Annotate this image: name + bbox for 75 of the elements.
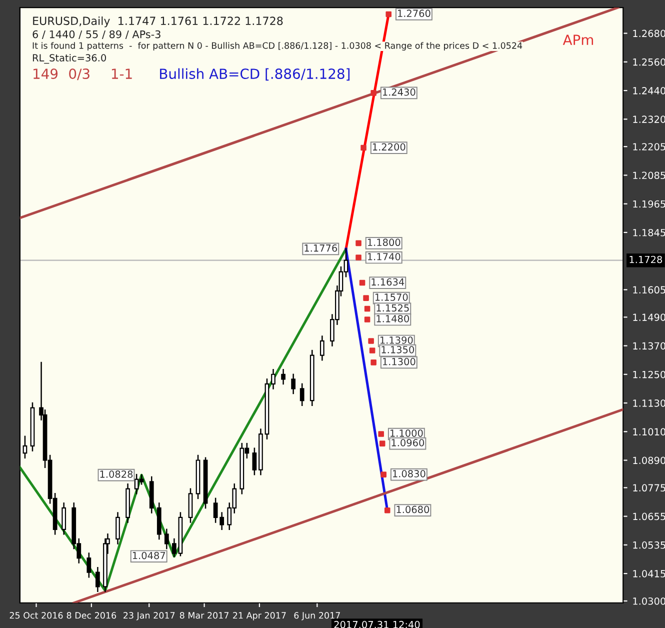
candlestick — [116, 512, 120, 544]
annotation: 1.0960 — [392, 439, 424, 446]
candlestick — [172, 538, 176, 557]
point — [370, 90, 376, 96]
annotation: 1.0487 — [132, 552, 166, 560]
annotation: 1.0830 — [393, 470, 426, 478]
point — [370, 360, 376, 366]
x-tick-label: 8 Mar 2017 — [180, 612, 228, 619]
y-tick-label: 1.2085 — [633, 172, 665, 180]
annotation: 1.1570 — [375, 294, 408, 301]
point — [364, 306, 370, 312]
candlestick — [252, 448, 257, 476]
ref-line-label: 1.1728 — [630, 256, 662, 264]
candlestick — [320, 336, 324, 361]
candlestick — [86, 552, 92, 578]
annotation: 1.1740 — [368, 252, 400, 260]
point — [386, 11, 392, 18]
x-tick-label: 6 Jun 2017 — [294, 612, 340, 620]
annotation: 1.1525 — [376, 304, 409, 312]
annotation: 1.2430 — [382, 88, 416, 96]
annotation: 1.1480 — [376, 314, 410, 322]
annotation: 1.1390 — [380, 336, 413, 344]
point — [363, 295, 369, 301]
point — [360, 144, 366, 151]
point — [379, 440, 386, 446]
annotation: RL_Static=36.0 — [32, 54, 106, 64]
y-tick-label: 1.2205 — [633, 143, 665, 150]
annotation: 149 — [34, 68, 58, 80]
annotation: 0/3 — [69, 68, 90, 80]
candlestick — [271, 368, 276, 390]
annotation: 1.2200 — [372, 143, 406, 151]
candlestick — [164, 528, 169, 550]
text: 2017.07.31 12:40 — [334, 620, 420, 628]
candlestick — [300, 383, 304, 406]
annotation: 1.1634 — [372, 278, 404, 286]
annotation: 1.1800 — [368, 238, 400, 246]
annotation: Bullish AB=CD [.886/1.128] — [160, 68, 350, 81]
candlestick — [22, 436, 28, 458]
annotation: 1.0680 — [396, 506, 430, 514]
point — [369, 348, 376, 354]
y-tick-label: 1.0775 — [633, 484, 665, 492]
point — [356, 254, 362, 260]
point — [384, 507, 390, 514]
y-tick-label: 1.1605 — [633, 286, 665, 294]
annotation: 1.1300 — [382, 358, 416, 366]
x-tick-label: 25 Oct 2016 — [10, 612, 63, 619]
annotation: 1-1 — [112, 68, 132, 79]
y-tick-label: 1.1845 — [633, 228, 665, 236]
annotation: 1.1776 — [304, 244, 338, 252]
point — [380, 472, 386, 478]
y-tick-label: 1.0415 — [633, 570, 665, 578]
annotation: 6 / 1440 / 55 / 89 / APs-3 — [32, 30, 160, 40]
annotation: 1.1350 — [382, 346, 414, 354]
annotation: EURUSD,Daily 1.1747 1.1761 1.1722 1.1728 — [33, 16, 283, 28]
point — [378, 431, 384, 437]
y-tick-label: 1.1965 — [633, 200, 665, 208]
candlestick — [96, 566, 100, 592]
y-tick-label: 1.0535 — [633, 541, 665, 549]
candlestick — [291, 374, 296, 394]
point — [364, 316, 370, 322]
y-tick-label: 1.0655 — [633, 512, 665, 520]
annotation: APm — [562, 34, 594, 45]
x-tick-label: 8 Dec 2016 — [66, 612, 116, 619]
candlestick — [281, 368, 286, 385]
x-tick-label: 21 Apr 2017 — [233, 612, 286, 620]
point — [356, 240, 362, 246]
annotation: 1.1000 — [390, 429, 423, 437]
annotation: 1.2760 — [398, 10, 430, 18]
point — [359, 280, 366, 286]
annotation: 1.0828 — [100, 470, 133, 478]
candlestick — [188, 488, 193, 523]
candlestick — [62, 502, 66, 535]
x-tick-label: 23 Jan 2017 — [124, 612, 175, 620]
point — [368, 338, 374, 344]
annotation: It is found 1 patterns - for pattern N 0 - Bullish AB=CD [.886/1.128] - 1.0308 < Range of the prices D < 1.0524 — [32, 42, 522, 51]
